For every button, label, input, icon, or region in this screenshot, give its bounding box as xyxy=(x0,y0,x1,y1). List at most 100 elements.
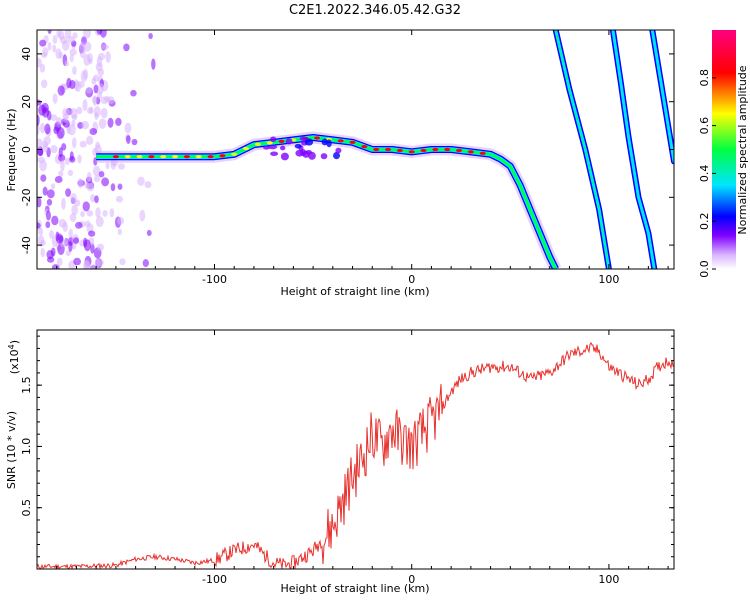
noise-speckle xyxy=(37,146,44,157)
noise-speckle xyxy=(95,216,104,228)
main-trace-peak xyxy=(219,154,226,158)
noise-speckle xyxy=(59,35,68,45)
noise-speckle xyxy=(70,193,77,205)
noise-speckle xyxy=(50,145,58,154)
noise-speckle xyxy=(86,182,95,192)
noise-speckle xyxy=(51,264,60,269)
noise-speckle xyxy=(67,169,74,176)
snr-ticks: -100 0 100 0.5 1.0 1.5 xyxy=(20,330,674,586)
noise-speckle xyxy=(55,233,64,244)
colorbar-tick-label: 0.0 xyxy=(698,260,711,278)
noise-speckle xyxy=(37,138,43,148)
noise-speckle xyxy=(72,65,77,75)
noise-speckle xyxy=(44,123,51,135)
noise-speckle xyxy=(67,124,76,136)
trace-blob xyxy=(263,145,270,150)
noise-speckle xyxy=(58,147,63,158)
snr-y-axis-label: SNR (10 * v/v) xyxy=(5,411,18,489)
main-trace-peak xyxy=(207,155,214,159)
main-trace-peak xyxy=(444,147,451,152)
noise-speckle xyxy=(86,171,92,182)
noise-speckle xyxy=(40,174,47,182)
trace-blob xyxy=(335,147,342,154)
y-tick-label: 20 xyxy=(20,95,33,109)
noise-speckle xyxy=(110,183,116,192)
main-trace-peak xyxy=(278,139,285,143)
noise-speckle xyxy=(72,137,77,149)
main-trace-peak xyxy=(231,152,238,156)
noise-speckle xyxy=(94,195,99,204)
aliased-trace-peak xyxy=(554,30,610,269)
noise-speckle xyxy=(71,242,77,250)
noise-speckle xyxy=(98,52,106,61)
x-tick-label: 100 xyxy=(598,273,619,286)
noise-speckle xyxy=(60,159,65,172)
noise-speckle xyxy=(66,77,72,89)
noise-speckle xyxy=(104,96,111,103)
noise-speckle xyxy=(64,157,70,165)
spectrogram-image xyxy=(37,30,674,269)
aliased-trace-core xyxy=(650,30,674,163)
noise-speckle xyxy=(81,120,90,130)
x-tick-label: 0 xyxy=(408,573,415,586)
noise-speckle xyxy=(93,84,99,94)
main-trace-peak xyxy=(337,139,344,143)
noise-speckle xyxy=(39,160,48,172)
noise-speckle xyxy=(38,227,44,236)
main-trace-peak xyxy=(266,141,273,145)
noise-speckle xyxy=(62,108,70,117)
noise-speckle xyxy=(56,257,63,267)
noise-speckle xyxy=(88,230,96,237)
noise-speckle xyxy=(148,33,153,40)
noise-speckle xyxy=(83,30,92,39)
main-trace-peak xyxy=(136,155,143,159)
noise-speckle xyxy=(95,141,101,149)
noise-speckle xyxy=(119,258,126,266)
main-trace-peak xyxy=(467,150,474,154)
x-tick-label: -100 xyxy=(202,573,227,586)
y-tick-label: 40 xyxy=(20,47,33,61)
noise-speckle xyxy=(117,163,125,170)
noise-speckle xyxy=(105,162,110,170)
noise-speckle xyxy=(68,241,73,253)
noise-speckle xyxy=(89,127,98,136)
colorbar-tick-label: 0.8 xyxy=(698,69,711,87)
noise-speckle xyxy=(37,222,41,229)
noise-speckle xyxy=(69,151,74,162)
main-trace-peak xyxy=(195,155,202,159)
trace-blob xyxy=(269,136,277,143)
noise-speckle xyxy=(46,198,53,206)
noise-speckle xyxy=(45,221,51,229)
noise-speckle xyxy=(90,243,95,254)
spectrogram-panel: -100 0 100 -40 -20 0 20 40 Height of straight l… xyxy=(5,29,675,298)
noise-speckle xyxy=(70,108,78,119)
noise-speckle xyxy=(52,93,58,104)
noise-speckle xyxy=(37,123,40,135)
main-trace-peak xyxy=(456,148,463,153)
noise-speckle xyxy=(86,107,93,114)
noise-speckle xyxy=(42,186,48,196)
noise-speckle xyxy=(75,106,83,115)
noise-speckle xyxy=(75,80,81,93)
noise-speckle xyxy=(91,77,97,85)
noise-speckle xyxy=(123,43,130,52)
noise-speckle xyxy=(116,216,125,225)
noise-speckle xyxy=(46,110,52,121)
y-tick-label: 0.5 xyxy=(20,499,33,517)
x-tick-label: -100 xyxy=(202,273,227,286)
noise-speckle xyxy=(107,117,114,128)
main-trace-peak xyxy=(254,142,261,146)
noise-speckle xyxy=(97,68,105,76)
snr-exponent-label: (x104) xyxy=(7,340,21,374)
y-tick-label: 1.0 xyxy=(20,438,33,456)
noise-speckle xyxy=(46,189,55,199)
noise-speckle xyxy=(101,177,110,187)
spectrogram-x-axis-label: Height of straight line (km) xyxy=(280,285,429,298)
colorbar-gradient xyxy=(712,30,736,269)
y-tick-label: -20 xyxy=(20,188,33,206)
noise-speckle xyxy=(58,170,64,178)
trace-blob xyxy=(333,152,340,160)
main-trace-peak xyxy=(148,155,155,159)
snr-frame xyxy=(36,329,675,570)
